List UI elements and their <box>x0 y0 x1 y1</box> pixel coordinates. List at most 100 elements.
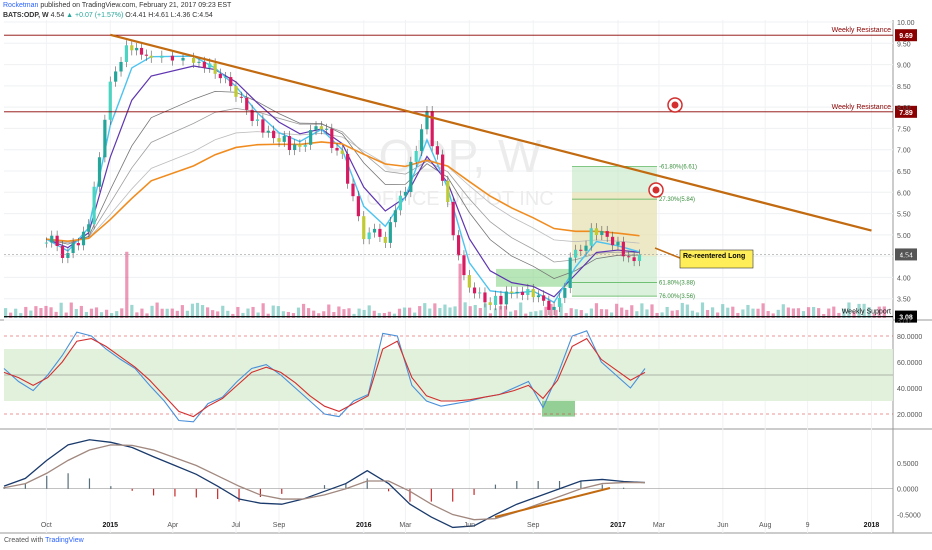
volume-bar <box>675 310 679 318</box>
volume-bar <box>478 307 482 318</box>
volume-bar <box>59 302 63 318</box>
candle <box>351 183 355 197</box>
candle <box>616 241 620 246</box>
candle <box>419 129 424 151</box>
volume-bar <box>150 305 154 318</box>
volume-bar <box>604 309 609 318</box>
trendline <box>109 33 872 232</box>
candle <box>245 97 249 110</box>
footer-created-with: Created with <box>4 537 44 544</box>
volume-bar <box>594 303 599 318</box>
candle <box>393 210 397 223</box>
macd-tick: 0.0000 <box>897 487 919 494</box>
candle <box>330 128 334 148</box>
author-link[interactable]: Rocketman <box>3 2 39 9</box>
volume-bar <box>291 313 296 318</box>
x-tick: Apr <box>167 522 179 529</box>
candle <box>472 287 477 294</box>
volume-bar <box>140 308 144 318</box>
price-tick: 6.50 <box>897 169 911 176</box>
volume-bar <box>837 312 841 318</box>
fib-label: 61.80%(3.88) <box>659 281 695 287</box>
volume-bar <box>630 305 634 318</box>
candle <box>81 231 86 246</box>
volume-bar <box>317 313 321 318</box>
moving-average-line <box>46 65 640 298</box>
volume-bar <box>195 302 200 318</box>
candle <box>493 295 498 305</box>
volume-bar <box>539 310 543 318</box>
volume-bar <box>736 312 740 318</box>
volume-bar <box>357 308 361 318</box>
x-tick: Jul <box>231 522 240 529</box>
volume-bar <box>862 303 866 318</box>
candle <box>50 235 54 243</box>
candle <box>202 61 206 68</box>
volume-bar <box>286 311 290 318</box>
candle <box>388 222 392 243</box>
watermark-sub: OFFICE DEPOT INC <box>366 188 553 210</box>
fib-label: -61.80%(6.61) <box>659 164 697 170</box>
macd-tick: -0.5000 <box>897 513 921 520</box>
entry-box <box>496 268 571 287</box>
volume-bar <box>226 310 230 318</box>
volume-bar <box>79 305 83 318</box>
candle <box>97 157 102 187</box>
annotation-arrow <box>654 247 681 259</box>
volume-bar <box>312 310 316 318</box>
volume-bar <box>408 307 412 318</box>
candle <box>208 63 212 68</box>
moving-average-line <box>46 107 640 263</box>
stoch-tick: 60.0000 <box>897 360 922 367</box>
candle <box>462 255 466 276</box>
volume-bar <box>44 305 48 318</box>
volume-bar <box>832 306 836 318</box>
volume-bar <box>852 311 856 318</box>
candle <box>139 47 144 55</box>
volume-bar <box>392 313 397 318</box>
candle <box>149 55 153 58</box>
candle <box>160 55 164 58</box>
candle <box>483 292 487 303</box>
volume-bar <box>89 308 94 318</box>
price-tick: 9.50 <box>897 41 911 48</box>
volume-bar <box>402 307 407 318</box>
tradingview-logo[interactable]: TradingView <box>45 537 84 544</box>
volume-bar <box>635 311 639 318</box>
volume-bar <box>105 309 109 318</box>
candle <box>130 45 134 51</box>
volume-bar <box>716 312 720 318</box>
candle <box>340 150 344 154</box>
volume-bar <box>589 308 593 318</box>
symbol-label: BATS:ODP, W <box>3 12 49 19</box>
volume-bar <box>337 306 341 318</box>
candle <box>510 291 514 294</box>
volume-bar <box>443 304 447 318</box>
volume-bar <box>301 303 306 318</box>
volume-bar <box>610 312 614 318</box>
candle <box>44 242 48 244</box>
volume-bar <box>579 310 583 318</box>
volume-bar <box>458 263 462 318</box>
chart-header: Rocketman published on TradingView.com, … <box>3 1 231 21</box>
volume-bar <box>493 308 498 318</box>
candle <box>398 195 403 211</box>
volume-bar <box>655 312 659 318</box>
candle <box>383 236 387 243</box>
volume-bar <box>791 308 795 318</box>
volume-bar <box>428 308 432 318</box>
volume-bar <box>251 306 255 318</box>
candle <box>430 111 434 147</box>
volume-bar <box>256 312 260 318</box>
volume-bar <box>438 308 442 318</box>
volume-bar <box>574 309 578 318</box>
volume-bar <box>625 309 629 318</box>
volume-bar <box>488 313 492 318</box>
volume-bar <box>559 303 563 318</box>
candle <box>409 161 413 193</box>
candle <box>234 86 238 97</box>
volume-bar <box>519 302 523 318</box>
price-badge <box>895 105 917 118</box>
volume-bar <box>721 304 725 318</box>
